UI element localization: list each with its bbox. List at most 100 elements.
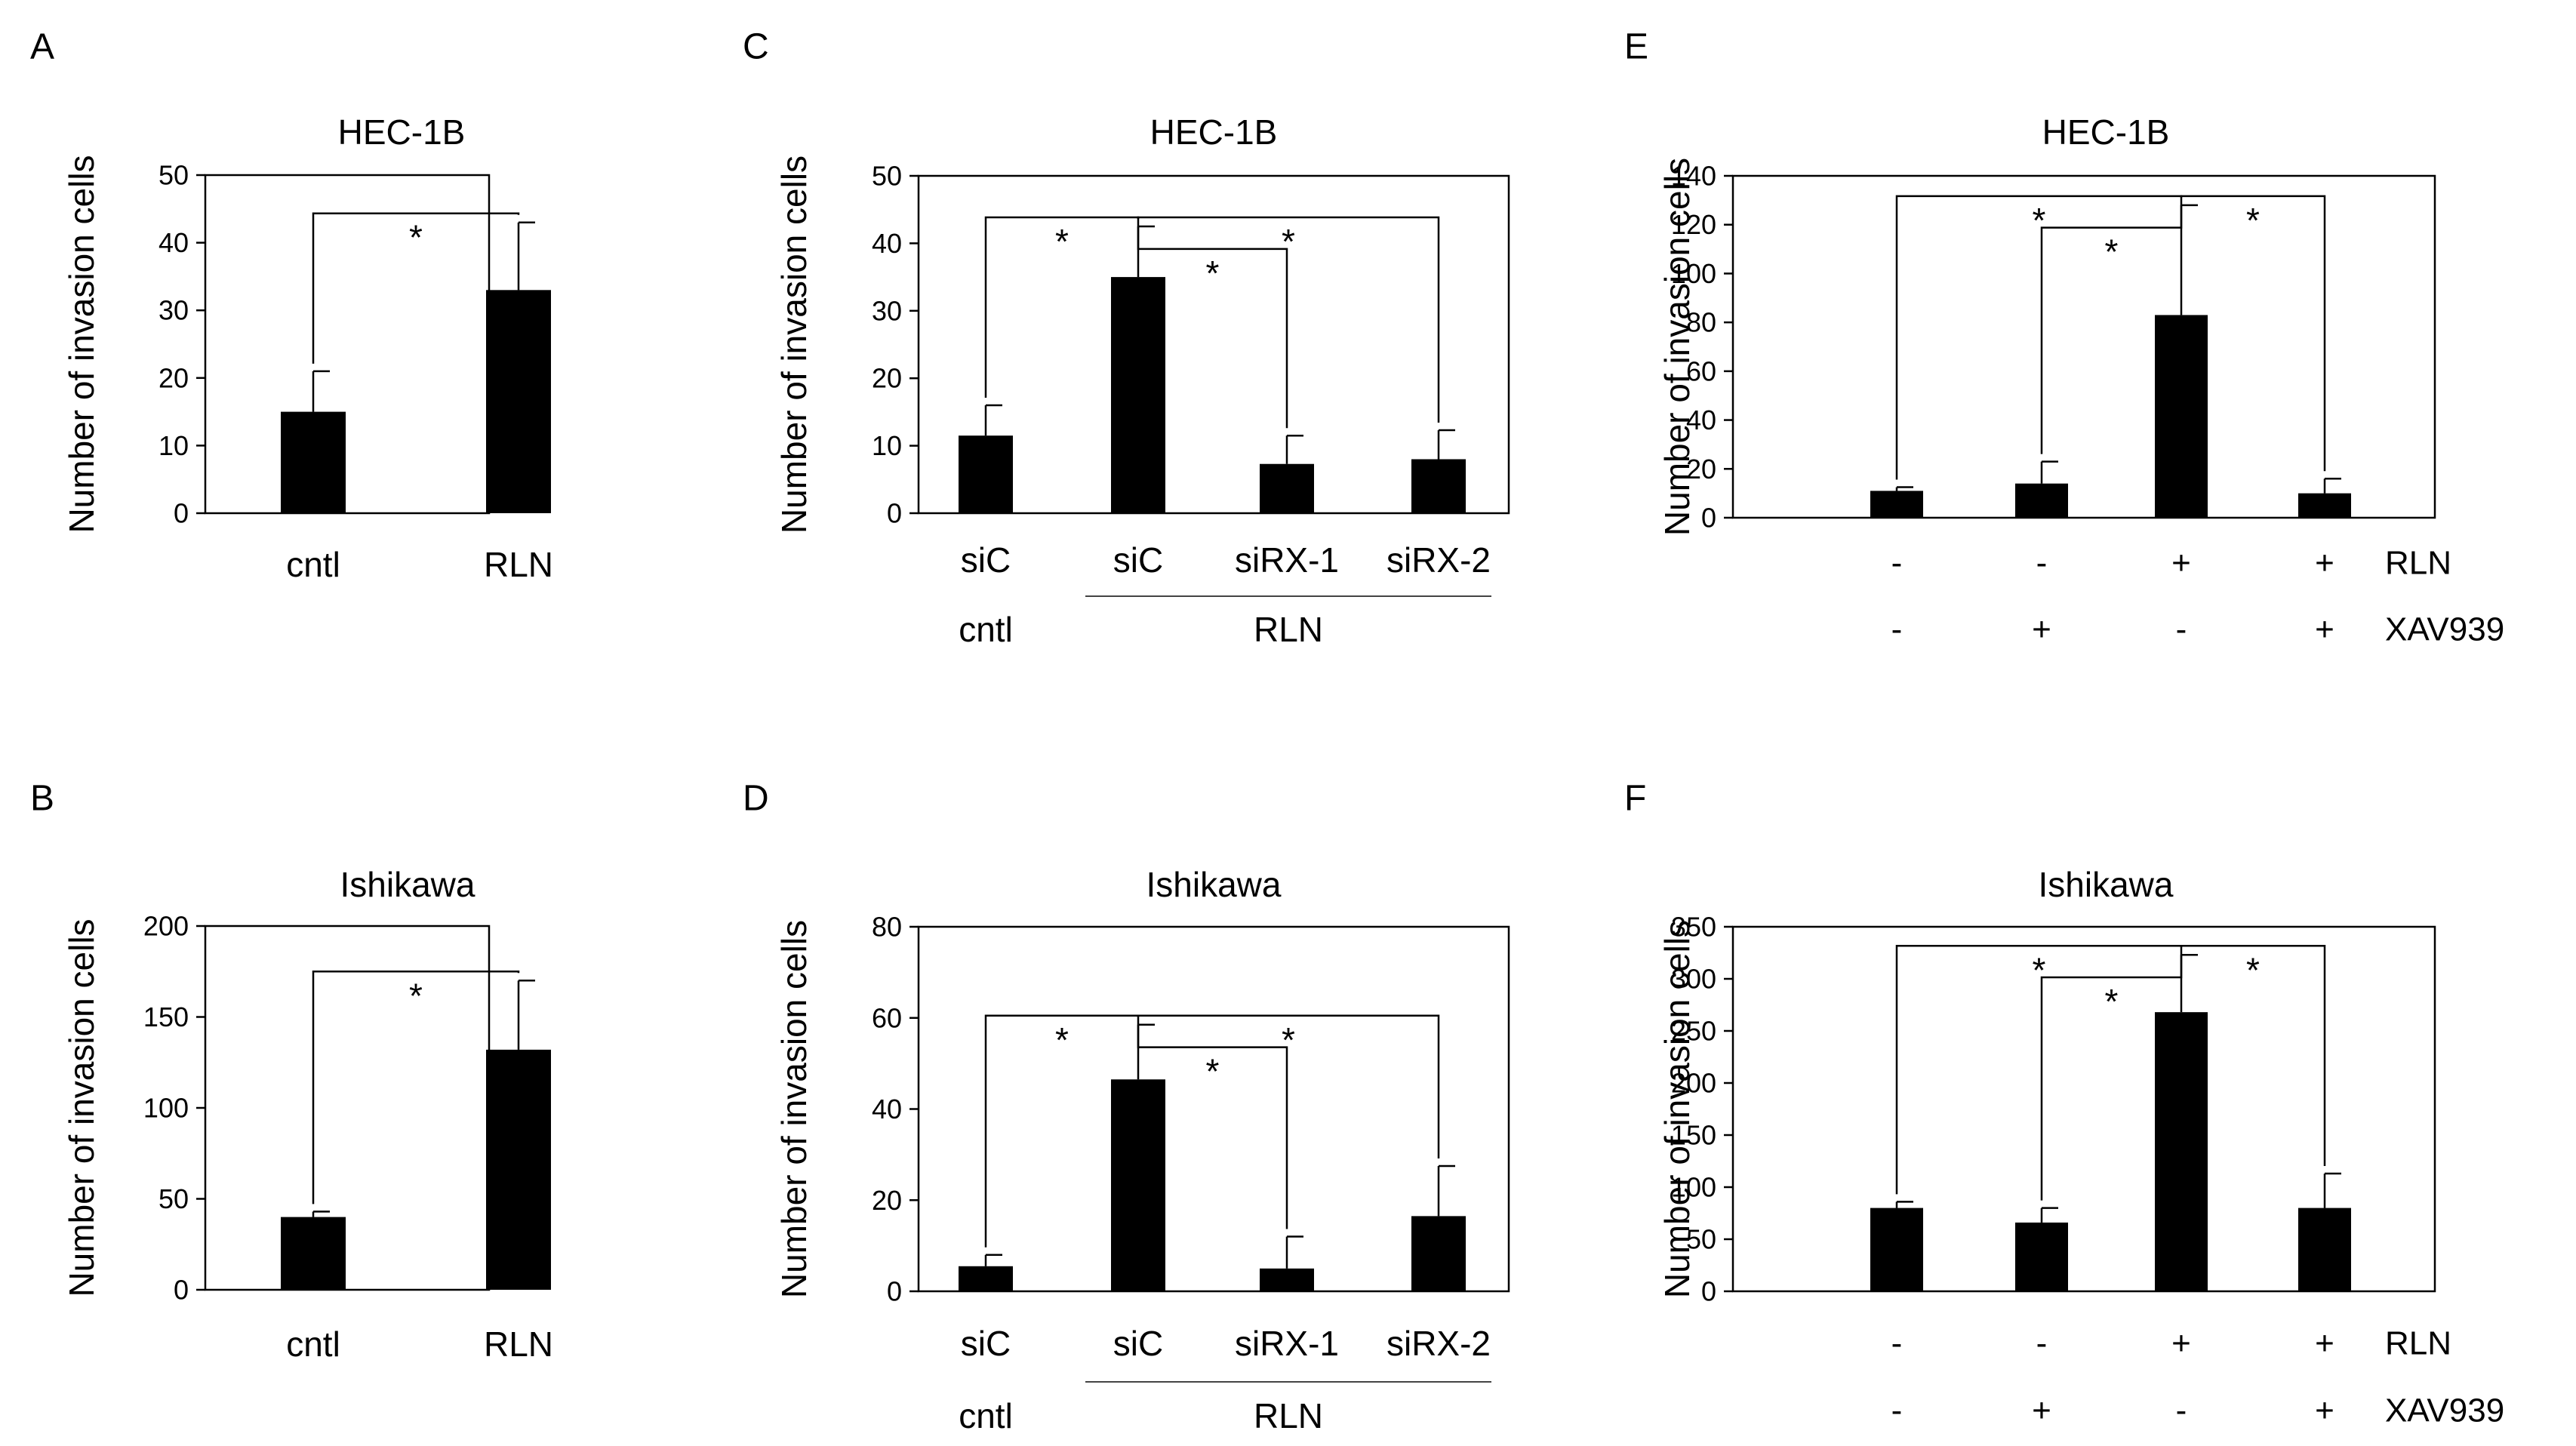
y-tick-label: 80	[872, 912, 902, 943]
y-tick-label: 60	[1686, 355, 1716, 386]
category-label: siC	[1113, 1324, 1163, 1363]
panel-A: A HEC-1B Number of invasion cells 0 10 20 30 40…	[30, 27, 553, 585]
condition-sign: +	[2315, 611, 2334, 648]
bar	[1870, 1208, 1923, 1291]
panel-letter: A	[30, 27, 54, 67]
condition-sign: -	[1891, 611, 1903, 648]
y-tick-label: 100	[1671, 1172, 1716, 1203]
y-tick-label: 0	[887, 498, 902, 529]
y-tick-label: 20	[872, 363, 902, 394]
significance-star: *	[409, 976, 423, 1015]
y-tick-label: 50	[872, 161, 902, 192]
group-label: cntl	[959, 1396, 1013, 1435]
category-label: cntl	[286, 1324, 340, 1364]
significance-bracket	[2040, 947, 2183, 1201]
y-tick-label: 150	[143, 1001, 189, 1032]
panel-letter: B	[30, 779, 54, 819]
y-axis-label: Number of invasion cells	[1657, 920, 1697, 1298]
condition-sign: +	[2171, 1325, 2191, 1362]
chart-title: HEC-1B	[338, 112, 466, 152]
significance-star: *	[1055, 222, 1069, 261]
bar	[486, 1049, 551, 1290]
significance-star: *	[1055, 1020, 1069, 1060]
condition-sign: +	[2315, 1392, 2334, 1429]
significance-star: *	[2246, 950, 2260, 989]
y-tick-label: 350	[1671, 912, 1716, 943]
y-tick-label: 50	[158, 1183, 189, 1214]
condition-sign: +	[2171, 545, 2191, 582]
significance-star: *	[1282, 222, 1295, 261]
bar	[1411, 459, 1466, 513]
y-axis-label: Number of invasion cells	[774, 920, 814, 1298]
bar	[2155, 1012, 2208, 1291]
condition-label: XAV939	[2385, 1392, 2504, 1429]
y-tick-label: 40	[158, 227, 189, 258]
condition-sign: -	[2176, 611, 2187, 648]
category-label: cntl	[286, 545, 340, 584]
significance-bracket	[1137, 1017, 1288, 1229]
panel-letter: F	[1624, 779, 1646, 819]
panel-E: E HEC-1B Number of invasion cells 0 20 40 60 80…	[1624, 27, 2504, 648]
bar	[2298, 493, 2351, 518]
y-tick-label: 0	[174, 1275, 189, 1306]
panel-letter: E	[1624, 27, 1648, 67]
chart-title: Ishikawa	[1146, 865, 1282, 904]
condition-sign: -	[2036, 1325, 2048, 1362]
bar	[1411, 1216, 1466, 1291]
y-tick-label: 50	[1686, 1224, 1716, 1255]
significance-bracket	[1137, 219, 1288, 429]
y-tick-label: 30	[158, 295, 189, 326]
significance-star: *	[2033, 950, 2046, 989]
y-tick-label: 30	[872, 295, 902, 326]
y-tick-label: 80	[1686, 307, 1716, 338]
plot-frame	[204, 925, 491, 1291]
significance-bracket	[2180, 945, 2326, 1167]
chart-title: Ishikawa	[2039, 865, 2174, 904]
y-tick-label: 10	[872, 430, 902, 461]
panel-F: F Ishikawa Number of invasion cells 0 50 100 1…	[1624, 779, 2504, 1429]
significance-bracket	[312, 971, 520, 1204]
plot-frame	[917, 174, 1510, 515]
significance-bracket	[1137, 216, 1440, 423]
condition-sign: -	[2036, 545, 2048, 582]
category-label: RLN	[484, 1324, 553, 1364]
bar	[281, 1217, 346, 1290]
group-label: RLN	[1254, 610, 1323, 649]
category-label: siRX-2	[1386, 1324, 1491, 1363]
significance-star: *	[1206, 254, 1220, 293]
bar	[2015, 483, 2068, 518]
y-axis-label: Number of invasion cells	[1657, 158, 1697, 536]
category-label: siRX-2	[1386, 540, 1491, 580]
condition-label: XAV939	[2385, 611, 2504, 648]
condition-sign: +	[2315, 1325, 2334, 1362]
condition-sign: +	[2315, 545, 2334, 582]
y-tick-label: 250	[1671, 1016, 1716, 1047]
category-label: RLN	[484, 545, 553, 584]
condition-sign: -	[1891, 545, 1903, 582]
y-tick-label: 0	[1701, 503, 1716, 534]
y-tick-label: 0	[887, 1276, 902, 1307]
panel-D: D Ishikawa Number of invasion cells 0 20 40 60…	[743, 779, 1510, 1435]
significance-star: *	[2105, 232, 2119, 272]
chart-title: Ishikawa	[340, 865, 475, 904]
panel-letter: D	[743, 779, 769, 819]
significance-star: *	[1282, 1020, 1295, 1060]
bar	[1870, 491, 1923, 518]
bar	[959, 1266, 1013, 1291]
y-tick-label: 140	[1671, 161, 1716, 192]
significance-star: *	[2246, 201, 2260, 240]
y-tick-label: 50	[158, 160, 189, 191]
y-axis-label: Number of invasion cells	[774, 155, 814, 534]
y-tick-label: 10	[158, 430, 189, 461]
significance-bracket	[312, 212, 520, 364]
bar	[281, 411, 346, 513]
y-tick-label: 100	[1671, 258, 1716, 289]
significance-star: *	[2105, 982, 2119, 1021]
condition-sign: -	[2176, 1392, 2187, 1429]
significance-bracket	[2040, 197, 2183, 454]
bar	[1260, 463, 1314, 513]
y-tick-label: 120	[1671, 209, 1716, 240]
panel-B: B Ishikawa Number of invasion cells 0 50 100 1…	[30, 779, 553, 1364]
category-label: siC	[961, 540, 1011, 580]
